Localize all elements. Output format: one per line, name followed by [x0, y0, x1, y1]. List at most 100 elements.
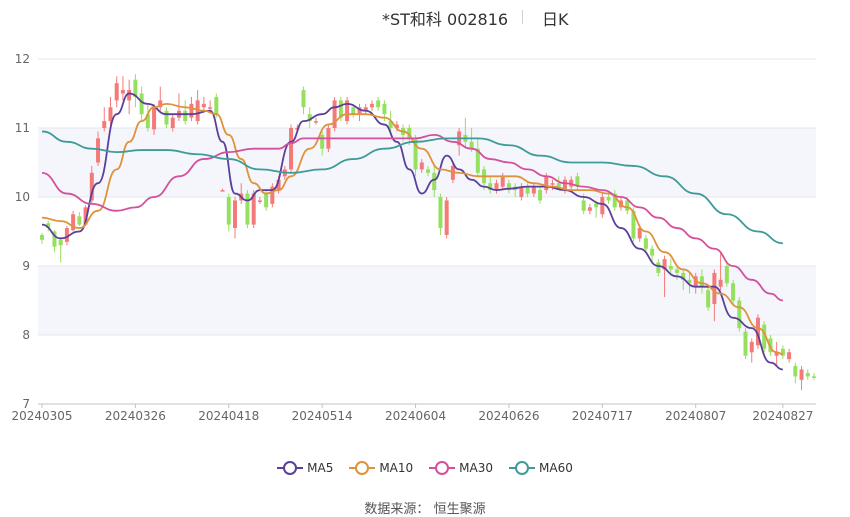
candle-body [687, 279, 692, 284]
candle-body [270, 186, 275, 204]
x-tick-label: 20240827 [752, 409, 813, 423]
candle-body [681, 272, 686, 280]
candle-body [46, 223, 51, 229]
candle-body [743, 331, 748, 356]
candle-body [612, 193, 617, 208]
candle-body [731, 283, 736, 301]
candle-body [662, 259, 667, 270]
series-line-ma30 [41, 133, 783, 302]
candle-body [152, 107, 157, 130]
x-tick-label: 20240807 [665, 409, 726, 423]
candle-body [780, 348, 785, 356]
candle-body [245, 193, 250, 225]
legend-label-ma10: MA10 [379, 461, 414, 475]
candle-body [444, 200, 449, 235]
candle-body [189, 103, 194, 118]
candle-body [631, 210, 636, 239]
candle-body [538, 190, 543, 201]
candle-body [52, 231, 57, 247]
series-line-ma10 [41, 102, 783, 356]
series-line-ma5 [41, 92, 783, 371]
candle-body [164, 110, 169, 125]
candle-body [799, 369, 804, 380]
y-tick-label: 10 [15, 190, 30, 204]
candle-body [83, 207, 88, 225]
candle-body [556, 183, 561, 187]
legend-item-ma30[interactable]: MA30 [429, 458, 493, 478]
candle-body [737, 300, 742, 329]
candle-body [276, 179, 281, 191]
x-tick-label: 20240717 [572, 409, 633, 423]
candle-body [307, 114, 312, 122]
ma30-dot-icon [435, 461, 450, 475]
chart-legend: MA5 MA10 MA30 MA60 [0, 458, 850, 478]
legend-item-ma60[interactable]: MA60 [509, 458, 573, 478]
candle-body [724, 266, 729, 284]
chart-subtitle: 日K [542, 10, 569, 29]
candle-body [40, 234, 44, 240]
candle-body [506, 183, 511, 191]
ma5-dot-icon [283, 461, 298, 475]
source-value: 恒生聚源 [433, 502, 486, 517]
candle-body [525, 186, 530, 194]
candle-body [531, 186, 536, 194]
legend-swatch-ma5 [277, 461, 304, 475]
candle-body [120, 90, 125, 94]
candle-body [581, 200, 586, 211]
y-tick-label: 7 [22, 397, 30, 411]
candle-body [264, 193, 269, 208]
candle-body [133, 79, 138, 97]
candle-body [77, 216, 82, 225]
candle-body [668, 266, 673, 270]
grid-band-0 [38, 128, 816, 197]
candle-body [805, 372, 810, 377]
chart-header: *ST和科 002816 日K [0, 6, 850, 29]
y-tick-label: 9 [22, 259, 30, 273]
candle-body [625, 200, 630, 211]
candle-body [519, 186, 524, 197]
x-tick-label: 20240626 [478, 409, 539, 423]
candle-body [712, 272, 717, 304]
candle-body [755, 317, 760, 346]
candle-body [575, 176, 580, 187]
candle-body [438, 197, 443, 229]
candle-body [89, 172, 94, 201]
candle-body [183, 110, 188, 122]
candle-body [562, 179, 567, 191]
candle-body [419, 162, 424, 170]
candle-body [494, 183, 499, 191]
candle-body [214, 96, 219, 115]
ma60-dot-icon [515, 461, 530, 475]
candle-body [606, 197, 611, 201]
candle-body [220, 190, 225, 192]
candle-body [96, 138, 101, 163]
candle-body [774, 352, 779, 356]
candle-body [71, 214, 76, 231]
candle-body [500, 176, 505, 187]
candle-body [407, 128, 412, 139]
legend-item-ma5[interactable]: MA5 [277, 458, 333, 478]
x-tick-label: 20240418 [198, 409, 259, 423]
candle-body [345, 100, 350, 122]
legend-swatch-ma60 [509, 461, 536, 475]
candle-body [102, 121, 107, 128]
x-tick-label: 20240305 [11, 409, 72, 423]
candle-body [699, 276, 704, 287]
candle-body [643, 238, 648, 249]
candle-body [320, 134, 325, 149]
candle-body [369, 103, 374, 108]
legend-label-ma5: MA5 [307, 461, 334, 475]
candle-body [289, 128, 294, 170]
candle-body [114, 83, 119, 101]
candle-body [388, 121, 393, 128]
candle-body [382, 103, 387, 115]
legend-item-ma10[interactable]: MA10 [349, 458, 413, 478]
source-label: 数据来源： [364, 502, 430, 517]
legend-label-ma60: MA60 [539, 461, 573, 475]
candle-body [394, 124, 399, 128]
candle-body [675, 269, 680, 273]
candle-body [413, 138, 418, 170]
candle-body [313, 121, 318, 123]
candle-body [718, 279, 723, 287]
candle-body [233, 200, 237, 229]
